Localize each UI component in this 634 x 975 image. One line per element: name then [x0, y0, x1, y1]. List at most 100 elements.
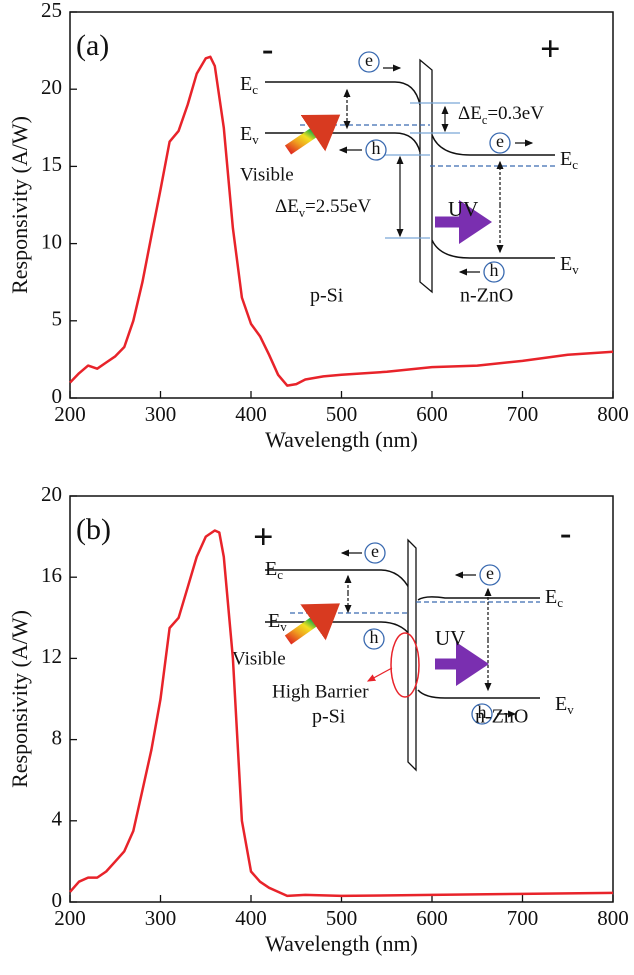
annotation: ΔEv=2.55eV [275, 196, 371, 219]
annotation-sub: c [252, 82, 258, 97]
annotation: + [253, 516, 274, 556]
annotation-sub: c [277, 567, 283, 582]
x-tick-label: 300 [145, 402, 177, 426]
y-tick-label: 25 [41, 0, 62, 22]
annotation: Ev [555, 693, 574, 717]
annotation-base: ΔE [275, 196, 299, 217]
carrier-circle [483, 261, 505, 283]
annotation-sub: v [299, 206, 306, 220]
annotation: p-Si [310, 285, 344, 307]
x-tick-label: 600 [416, 906, 448, 930]
barrier-highlight [390, 632, 420, 698]
panel-label: (a) [76, 29, 109, 62]
x-tick-label: 400 [235, 906, 267, 930]
annotation-sub: v [567, 702, 574, 717]
band-edge [265, 81, 421, 106]
x-tick-label: 800 [597, 402, 629, 426]
carrier-label: h [490, 260, 499, 280]
x-tick-label: 500 [326, 402, 358, 426]
carrier-label: e [486, 563, 494, 583]
carrier-label: e [496, 131, 504, 151]
barrier-pointer [366, 667, 393, 682]
annotation: UV [448, 197, 478, 221]
x-axis-label: Wavelength (nm) [265, 427, 418, 452]
responsivity-line [69, 55, 614, 387]
annotation: Ec [545, 586, 563, 610]
y-tick-label: 10 [41, 229, 62, 253]
band-edge [431, 239, 555, 259]
annotation: Ec [265, 558, 283, 582]
y-tick-label: 0 [52, 384, 63, 408]
annotation-base: E [555, 693, 567, 715]
annotation: n-ZnO [460, 285, 513, 307]
x-tick-label: 600 [416, 402, 448, 426]
panel-label: (b) [76, 513, 111, 546]
annotation: Ev [240, 123, 259, 147]
carrier-label: h [372, 138, 381, 158]
band-edge [417, 596, 540, 601]
annotation: Ev [560, 253, 579, 277]
y-tick-label: 20 [41, 75, 62, 99]
annotation: n-ZnO [475, 706, 528, 728]
carrier-circle [363, 628, 385, 650]
annotation-base: E [545, 586, 557, 608]
x-tick-label: 200 [54, 906, 86, 930]
carrier-circle [489, 132, 511, 154]
y-tick-label: 0 [52, 888, 63, 912]
annotation-base: ΔE [458, 103, 482, 124]
carrier-label: h [478, 702, 487, 722]
annotation: High Barrier [272, 681, 369, 702]
visible-light-arrow [284, 603, 340, 645]
x-tick-label: 200 [54, 402, 86, 426]
x-tick-label: 400 [235, 402, 267, 426]
annotation-sub: c [557, 595, 563, 610]
y-tick-label: 12 [41, 644, 62, 668]
y-axis-label: Responsivity (A/W) [7, 116, 32, 294]
annotation: - [560, 515, 571, 552]
y-tick-label: 5 [52, 307, 63, 331]
annotation-base: E [560, 148, 572, 170]
y-axis-label: Responsivity (A/W) [7, 610, 32, 788]
annotation: ΔEc=0.3eV [458, 103, 544, 126]
annotation: - [262, 31, 273, 68]
x-tick-label: 500 [326, 906, 358, 930]
carrier-circle [364, 542, 386, 564]
carrier-circle [479, 564, 501, 586]
annotation: Ec [240, 73, 258, 97]
carrier-circle [358, 51, 380, 73]
annotation-sub: c [572, 157, 578, 172]
x-tick-label: 800 [597, 906, 629, 930]
band-edge [265, 621, 411, 636]
annotation: Visible [232, 648, 286, 669]
annotation: Ev [268, 610, 287, 634]
annotation-sub: v [252, 132, 259, 147]
annotation: p-Si [312, 706, 346, 728]
band-edge [265, 569, 411, 591]
carrier-label: e [365, 50, 373, 70]
annotation-base: E [560, 253, 572, 275]
annotation-sub: v [280, 619, 287, 634]
annotation-tail: =2.55eV [305, 196, 371, 217]
annotation: + [540, 28, 561, 68]
y-tick-label: 20 [41, 482, 62, 506]
responsivity-line [69, 529, 614, 898]
barrier [407, 538, 417, 772]
x-tick-label: 300 [145, 906, 177, 930]
carrier-label: h [370, 627, 379, 647]
annotation-sub: c [482, 113, 488, 127]
carrier-label: e [371, 541, 379, 561]
annotation-base: E [265, 558, 277, 580]
x-tick-label: 700 [507, 906, 539, 930]
annotation: Ec [560, 148, 578, 172]
band-edge [265, 132, 421, 153]
band-edge [417, 689, 540, 699]
x-tick-label: 700 [507, 402, 539, 426]
annotation-base: E [268, 610, 280, 632]
visible-light-arrow [284, 114, 341, 155]
band-edge [431, 134, 555, 156]
annotation-base: E [240, 123, 252, 145]
x-axis-label: Wavelength (nm) [265, 931, 418, 956]
carrier-circle [471, 703, 493, 725]
y-tick-label: 4 [52, 807, 63, 831]
